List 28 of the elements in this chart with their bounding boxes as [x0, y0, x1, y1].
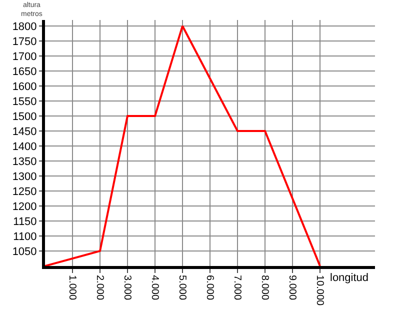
y-tick-label: 1600: [12, 80, 37, 93]
y-tick-label: 1500: [12, 110, 37, 123]
y-tick-label: 1750: [12, 36, 37, 48]
y-tick-label: 1250: [12, 186, 37, 198]
x-tick-label: 9.000: [286, 275, 298, 300]
line-series: [45, 25, 321, 266]
x-tick-label: 1.000: [66, 275, 78, 300]
y-tick-label: 1300: [12, 170, 37, 183]
y-tick-label: 1550: [12, 96, 37, 108]
y-tick-label: 1700: [12, 50, 37, 63]
x-tick-label: 6.000: [204, 275, 215, 300]
y-tick-label: 1100: [13, 230, 37, 243]
y-tick-label: 1450: [12, 126, 37, 138]
y-tick-label: 1150: [13, 216, 37, 228]
y-tick-label: 1400: [12, 140, 37, 153]
x-tick-label: 7.000: [231, 275, 242, 300]
y-tick-label: 1650: [12, 66, 37, 78]
y-tick-label: 1350: [12, 156, 37, 168]
x-tick-label: 4.000: [148, 275, 160, 300]
x-tick-label: 8.000: [258, 275, 270, 300]
y-tick-label: 1050: [12, 246, 37, 258]
y-tick-label: 1200: [12, 200, 37, 213]
x-tick-label: 2.000: [94, 275, 105, 300]
x-tick-label: 5.000: [176, 275, 188, 300]
x-tick-label: 10.000: [314, 275, 325, 306]
x-axis-title: longitud: [330, 272, 369, 284]
x-tick-label: 3.000: [121, 275, 132, 300]
y-tick-label: 1800: [12, 20, 37, 33]
